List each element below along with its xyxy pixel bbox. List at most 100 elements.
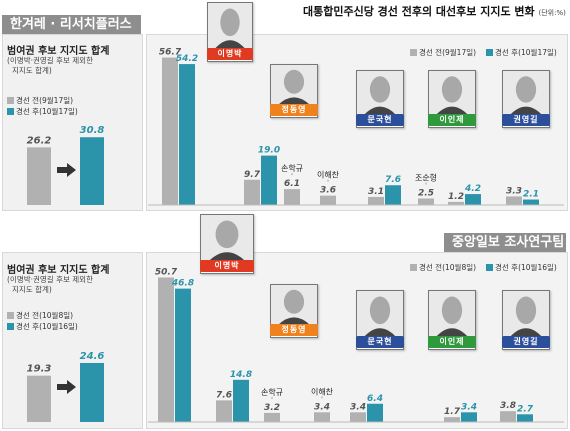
bottom-side-title: 범여권 후보 지지도 합계 [7, 265, 110, 276]
bar-before [350, 412, 366, 422]
top-side-note-2: 지지도 합계) [12, 66, 52, 75]
bar-before [448, 201, 464, 205]
bar-after [461, 412, 477, 422]
bottom-side-legend-after: 경선 후(10월16일) [7, 322, 78, 331]
arrow-icon [57, 380, 76, 394]
bar-before [444, 417, 460, 422]
bar-after [385, 185, 401, 205]
bar-after [367, 403, 383, 422]
top-source-header: 한겨레 · 리서치플러스 [2, 15, 141, 34]
candidate-name-tag: 권영길 [502, 114, 550, 126]
data-label: 6.4 [367, 394, 383, 404]
candidate-name-tag: 이명박 [200, 260, 254, 272]
bottom-side-note-2: 지지도 합계) [12, 285, 52, 294]
bar-after [175, 288, 191, 422]
data-label: 14.8 [230, 370, 252, 380]
data-label: 2.7 [517, 404, 534, 414]
before-swatch [7, 312, 14, 319]
bottom-side-legend-before: 경선 전(10월8일) [7, 311, 73, 320]
bar-before [500, 411, 516, 422]
category-label: 이해찬 [317, 170, 340, 180]
side-data-label: 24.6 [80, 351, 105, 362]
bar-before [264, 412, 280, 422]
bar-before [418, 198, 434, 205]
top-side-legend-after: 경선 후(10월17일) [7, 107, 78, 116]
top-title-text: 대통합민주신당 경선 전후의 대선후보 지지도 변화 [303, 5, 535, 18]
portrait-icon [357, 291, 403, 337]
candidate-name-tag: 권영길 [502, 336, 550, 348]
legend-label: 경선 후(10월16일) [495, 263, 557, 272]
bottom-main-legend-after: 경선 후(10월16일) [486, 263, 557, 272]
legend-label: 경선 전(9월17일) [419, 48, 477, 57]
portrait-icon [271, 285, 317, 325]
top-side-note-1: (이명박·권영길 후보 제외한 [7, 56, 93, 65]
candidate-name-tag: 이인제 [428, 336, 476, 348]
bar-before [368, 196, 384, 205]
portrait-icon [357, 71, 403, 115]
top-side-legend-before: 경선 전(9월17일) [7, 96, 73, 105]
bottom-side-note-1: (이명박·권영길 후보 제외한 [7, 275, 93, 284]
data-label: 3.1 [368, 187, 384, 197]
bottom-source-header: 중앙일보 조사연구팀 [444, 233, 566, 252]
side-data-label: 26.2 [27, 135, 52, 146]
bar-after [517, 414, 533, 422]
bottom-main-legend-before: 경선 전(10월8일) [410, 263, 476, 272]
data-label: 19.0 [258, 146, 280, 156]
category-label: 손학규 [261, 387, 283, 397]
candidate-name-tag: 문국현 [356, 114, 404, 126]
bar-before [284, 189, 300, 205]
portrait-icon [271, 65, 317, 105]
data-label: 46.8 [171, 279, 194, 289]
portrait-icon [503, 291, 549, 337]
category-label: 이해찬 [311, 386, 334, 396]
bar-after [179, 64, 195, 205]
legend-label: 경선 후(10월16일) [16, 322, 78, 331]
bar-before [506, 196, 522, 205]
after-swatch [486, 49, 493, 56]
bar-before [314, 412, 330, 422]
after-swatch [7, 323, 14, 330]
side-data-label: 30.8 [80, 125, 105, 136]
data-label: 3.4 [350, 402, 366, 412]
data-label: 3.8 [500, 401, 516, 411]
data-label: 7.6 [216, 390, 232, 400]
candidate-name-tag: 정동영 [270, 104, 318, 116]
data-label: 9.7 [244, 170, 261, 180]
data-label: 56.7 [159, 48, 182, 58]
legend-label: 경선 전(10월8일) [16, 311, 74, 320]
top-unit-label: (단위:%) [538, 9, 566, 17]
portrait-icon [201, 215, 253, 261]
legend-label: 경선 전(9월17일) [16, 96, 74, 105]
side-bar-before [27, 147, 51, 205]
top-side-title: 범여권 후보 지지도 합계 [7, 46, 110, 57]
data-label: 54.2 [176, 54, 198, 64]
data-label: 1.2 [448, 192, 464, 202]
bar-before [216, 400, 232, 422]
side-bar-before [27, 375, 51, 422]
top-main-legend-after: 경선 후(10월17일) [486, 48, 557, 57]
data-label: 1.7 [444, 407, 461, 417]
bar-after [465, 194, 481, 205]
bar-before [320, 195, 336, 205]
top-chart-title: 대통합민주신당 경선 전후의 대선후보 지지도 변화 (단위:%) [303, 3, 566, 19]
top-main-legend-before: 경선 전(9월17일) [410, 48, 476, 57]
side-data-label: 19.3 [27, 364, 52, 375]
candidate-name-tag: 문국현 [356, 336, 404, 348]
after-swatch [7, 108, 14, 115]
portrait-icon [208, 3, 252, 49]
bar-before [162, 57, 178, 205]
data-label: 50.7 [155, 268, 178, 278]
data-label: 6.1 [284, 179, 300, 189]
side-bar-after [80, 362, 104, 422]
bottom-side-panel [2, 252, 143, 429]
portrait-icon [429, 71, 475, 115]
bar-after [233, 379, 249, 422]
candidate-name-tag: 정동영 [270, 324, 318, 336]
data-label: 3.6 [320, 186, 336, 196]
category-label: 조순형 [415, 174, 437, 183]
before-swatch [410, 49, 417, 56]
portrait-icon [503, 71, 549, 115]
before-swatch [7, 97, 14, 104]
candidate-name-tag: 이명박 [207, 48, 253, 60]
